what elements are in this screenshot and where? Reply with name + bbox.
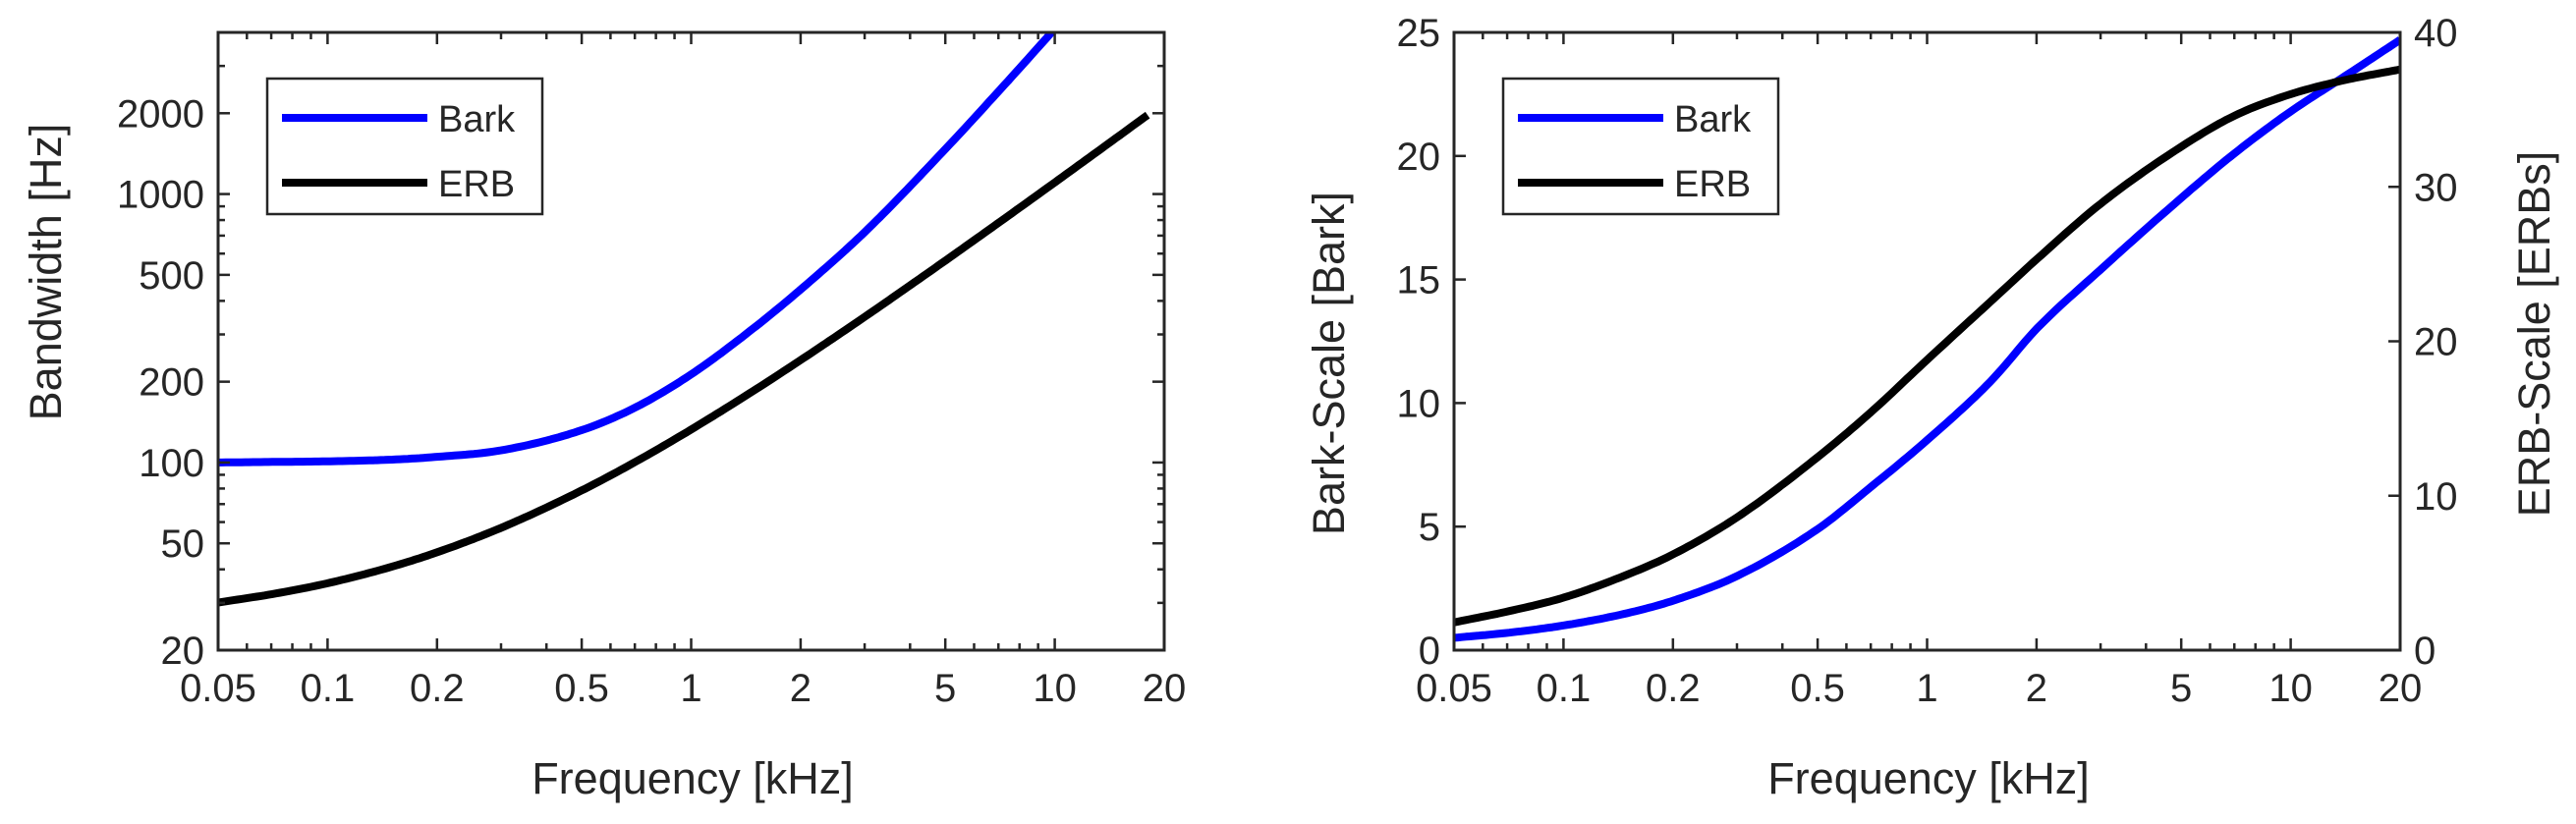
x-tick-label: 0.1 [301,667,356,710]
y-right-tick-label: 0 [2414,630,2436,673]
scale-chart-ylabel-right: ERB-Scale [ERBs] [2509,151,2559,518]
series-line-erb [1454,65,2400,627]
x-tick-label: 10 [2268,667,2313,710]
legend-label-bark: Bark [1674,99,1752,140]
series-line-bark [1454,36,2400,642]
legend-label-erb: ERB [1674,164,1751,205]
y-tick-label: 15 [1397,259,1441,302]
y-tick-label: 500 [139,254,204,298]
legend-label-erb: ERB [438,164,515,205]
y-tick-label: 50 [161,522,205,566]
bandwidth-chart: 0.05 0.1 0.2 0.5 1 2 5 10 20 20 50 100 200 500 1000 200… [21,30,1187,803]
y-tick-label: 2000 [117,92,204,136]
bandwidth-chart-legend: Bark ERB [265,77,544,216]
bandwidth-chart-marks [218,32,1150,607]
bandwidth-chart-ylabel: Bandwidth [Hz] [21,124,71,421]
x-tick-label: 1 [1916,667,1937,710]
y-tick-label: 20 [161,630,205,673]
x-tick-label: 5 [2170,667,2192,710]
scale-chart-ylabel-left: Bark-Scale [Bark] [1304,192,1354,535]
y-tick-label: 100 [139,442,204,485]
x-tick-label: 0.1 [1537,667,1592,710]
y-tick-label: 5 [1419,506,1440,549]
y-right-tick-label: 20 [2414,321,2458,364]
legend-label-bark: Bark [438,99,516,140]
series-line-erb [218,111,1150,607]
y-right-tick-label: 30 [2414,166,2458,209]
scale-chart-xlabel: Frequency [kHz] [1767,753,2090,803]
y-tick-label: 1000 [117,174,204,217]
y-tick-label: 200 [139,361,204,405]
scale-chart-legend: Bark ERB [1501,77,1780,216]
series-line-bark [218,32,1057,467]
scale-chart-marks [1454,36,2400,642]
x-tick-label: 0.05 [1416,667,1492,710]
bandwidth-chart-xlabel: Frequency [kHz] [532,753,854,803]
scale-chart: 0.05 0.1 0.2 0.5 1 2 5 10 200510152025010203040 … [1304,12,2559,803]
x-tick-label: 1 [680,667,701,710]
y-tick-label: 20 [1397,136,1441,179]
legend-box [1501,77,1780,216]
x-tick-label: 0.05 [180,667,256,710]
x-tick-label: 20 [1143,667,1187,710]
x-tick-label: 2 [790,667,812,710]
x-tick-label: 0.5 [554,667,609,710]
y-tick-label: 25 [1397,12,1441,55]
x-tick-label: 0.5 [1790,667,1845,710]
x-tick-label: 10 [1033,667,1077,710]
y-right-tick-label: 40 [2414,12,2458,55]
x-tick-label: 20 [2379,667,2423,710]
legend-box [265,77,544,216]
bandwidth-chart-ticks: 0.05 0.1 0.2 0.5 1 2 5 10 20 20 50 100 200 500 1000 200… [117,30,1187,710]
x-tick-label: 0.2 [410,667,465,710]
x-tick-label: 0.2 [1646,667,1701,710]
x-tick-label: 5 [934,667,956,710]
y-tick-label: 0 [1419,630,1440,673]
y-right-tick-label: 10 [2414,475,2458,519]
x-tick-label: 2 [2026,667,2047,710]
y-tick-label: 10 [1397,382,1441,425]
